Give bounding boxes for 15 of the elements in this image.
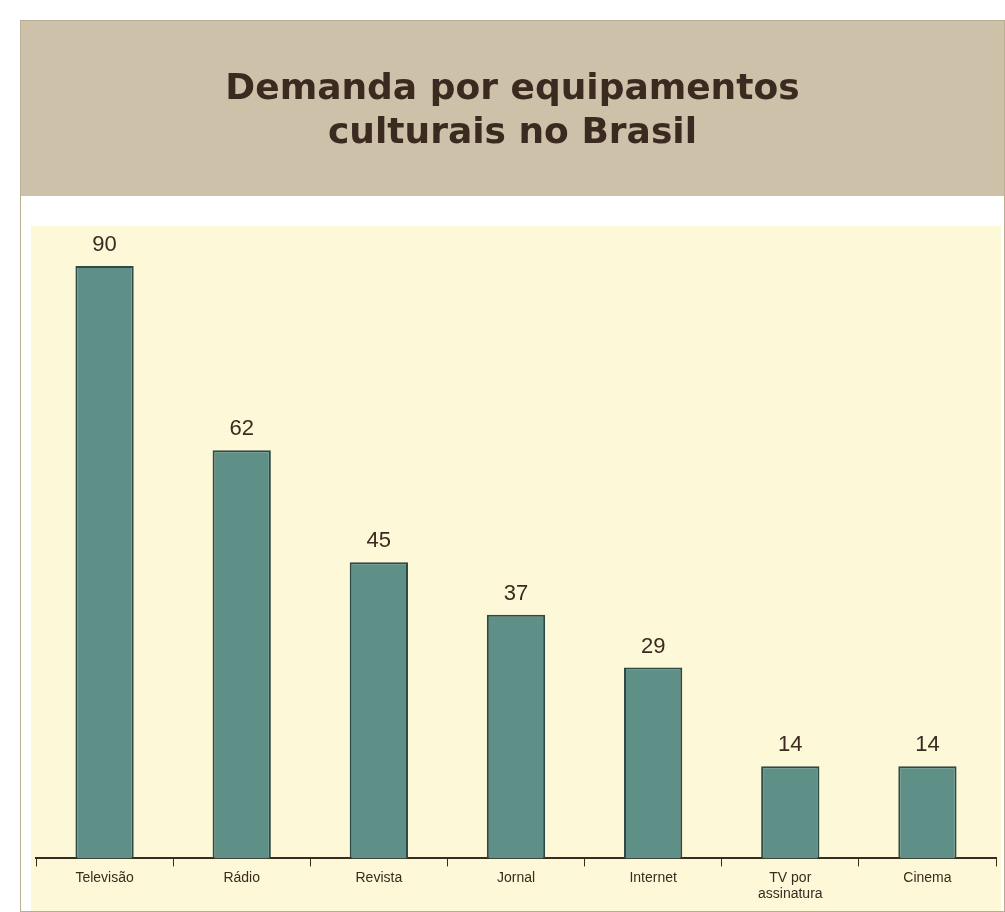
data-label: 29: [640, 632, 666, 658]
x-tick-label: Internet: [629, 868, 677, 885]
data-label: 90: [92, 231, 117, 257]
x-tick-label: Jornal: [496, 868, 536, 885]
data-label: 45: [366, 527, 392, 553]
x-tick-label: Cinema: [903, 868, 952, 885]
x-tick-label: Rádio: [223, 868, 261, 885]
x-tick-label: Televisão: [75, 868, 134, 885]
x-tick-label: TV por assinatura: [757, 868, 823, 902]
chart-title: Demanda por equipamentos culturais no Brasil: [224, 64, 801, 153]
data-label: 14: [778, 731, 803, 757]
data-label: 62: [229, 415, 254, 441]
data-label: 37: [503, 579, 529, 605]
data-label: 14: [915, 731, 940, 757]
x-tick-label: Revista: [355, 868, 403, 885]
